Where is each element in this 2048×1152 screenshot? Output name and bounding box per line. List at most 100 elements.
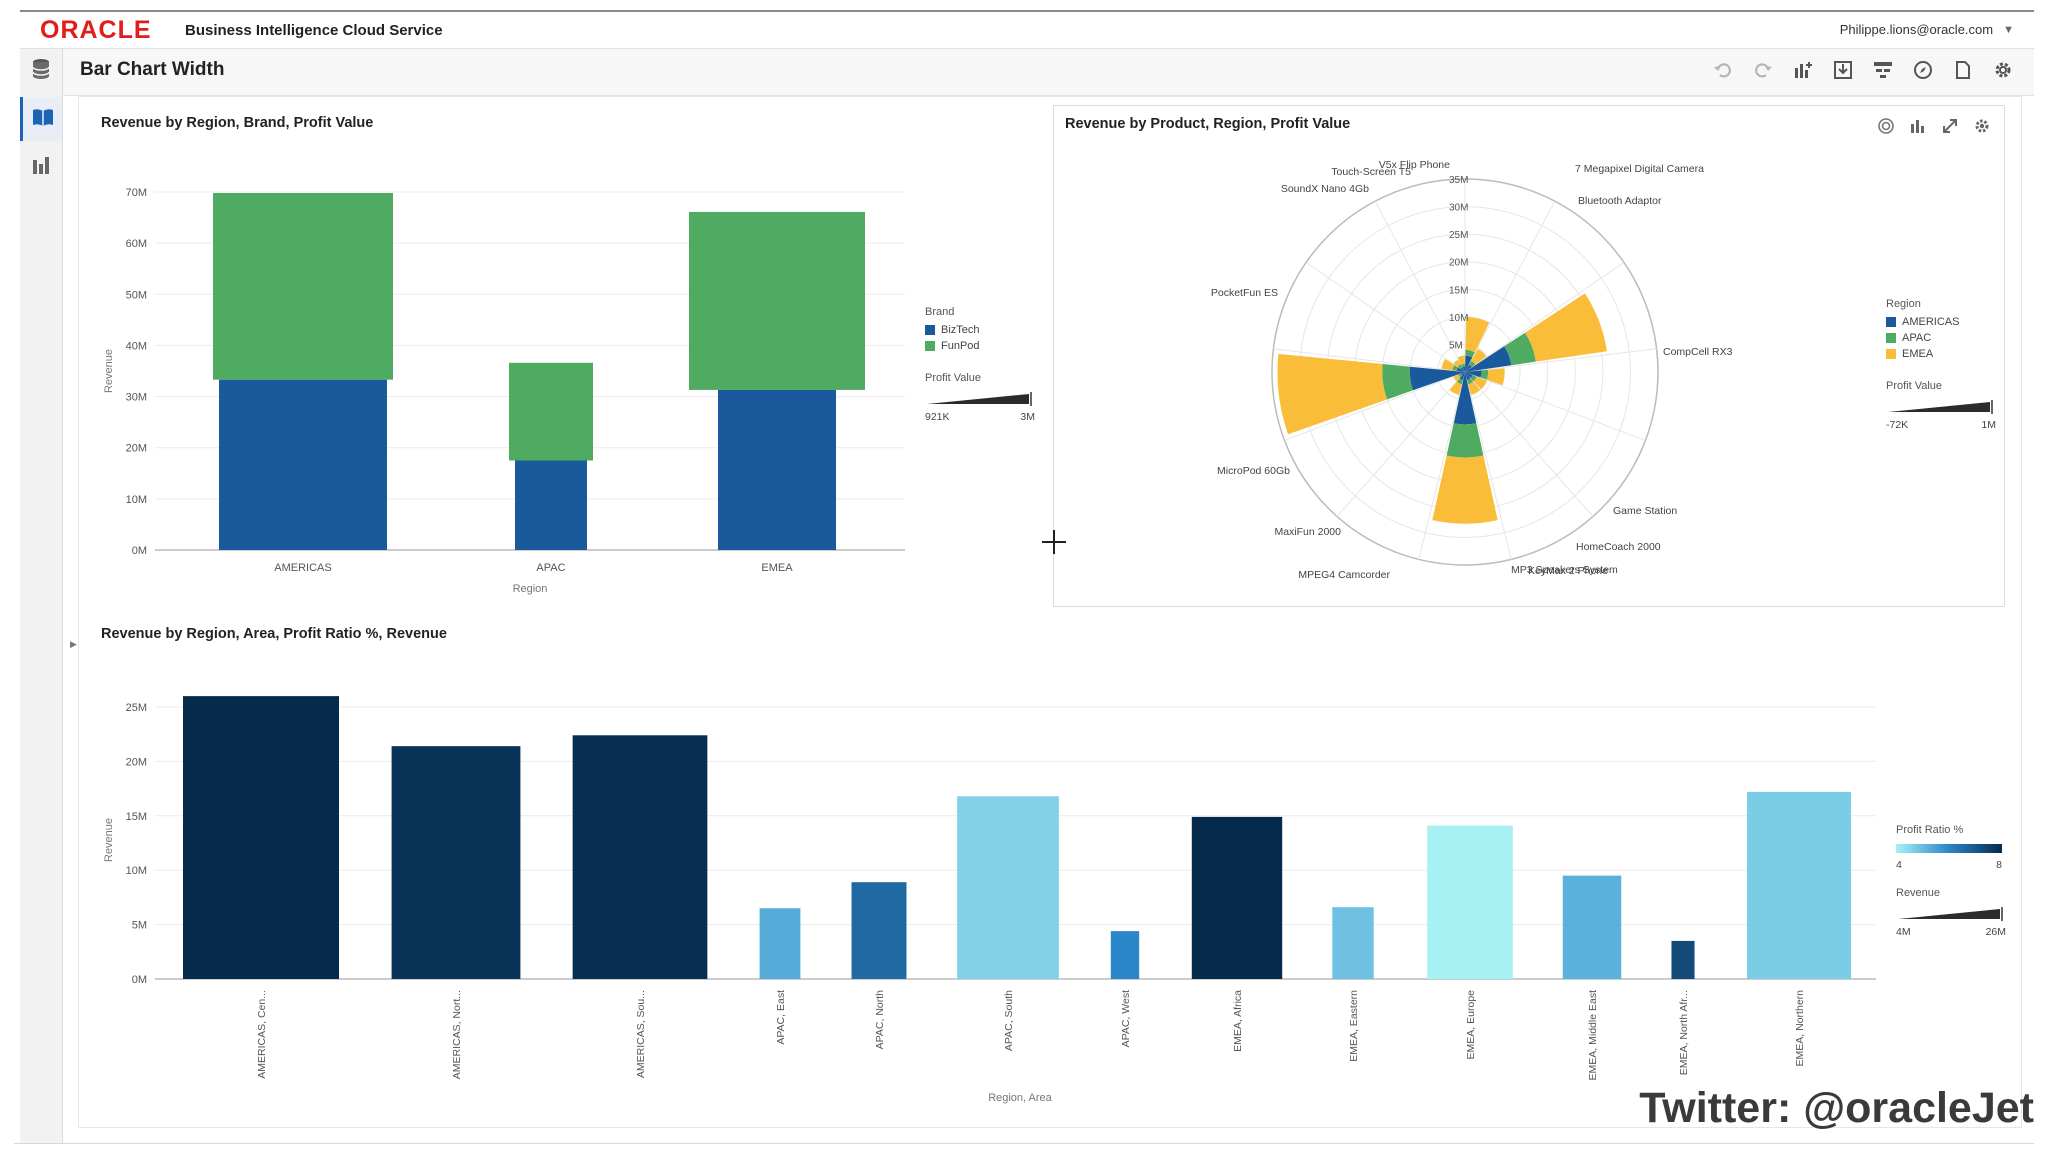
category-label: Game Station <box>1613 505 1677 517</box>
y-tick-label: 25M <box>126 702 147 714</box>
bar-region-area <box>183 696 339 979</box>
save-icon[interactable] <box>1830 57 1856 83</box>
x-tick-label: APAC, East <box>775 990 787 1045</box>
oracle-logo: ORACLE <box>40 16 152 44</box>
x-tick-label: EMEA <box>761 562 793 574</box>
narrate-button[interactable] <box>20 145 62 189</box>
watermark-text: Twitter: @oracleJet <box>1639 1084 2034 1132</box>
crosshair-cursor-icon <box>1042 530 1066 554</box>
legend-label: AMERICAS <box>1902 316 1960 328</box>
legend-item-apac[interactable]: APAC <box>1886 332 1996 344</box>
x-tick-label: EMEA, North Afr... <box>1678 990 1690 1075</box>
bar-region-area <box>1562 875 1622 979</box>
size-max: 26M <box>1985 926 2006 938</box>
bar-region-area <box>1747 791 1851 979</box>
legend-item-funpod[interactable]: FunPod <box>925 340 1035 352</box>
x-tick-label: APAC, North <box>874 990 886 1049</box>
data-sources-button[interactable] <box>20 49 62 93</box>
size-ramp <box>1898 907 2003 921</box>
polar-bar-emea <box>1465 316 1490 353</box>
polar-bar-emea <box>1277 353 1387 435</box>
category-label: MaxiFun 2000 <box>1274 526 1341 538</box>
expand-panel-icon[interactable]: ▶ <box>70 639 77 649</box>
bar-region-area <box>1671 940 1695 979</box>
x-axis-title: Region <box>513 583 548 595</box>
bar-region-area <box>391 746 521 979</box>
category-label: Bluetooth Adaptor <box>1578 195 1662 207</box>
expand-icon[interactable] <box>1940 116 1960 136</box>
polar-bar-apac <box>1456 378 1463 385</box>
app-header: ORACLE Business Intelligence Cloud Servi… <box>20 12 2034 49</box>
polar-spoke <box>1464 348 1657 373</box>
y-tick-label: 20M <box>126 756 147 768</box>
category-label: MicroPod 60Gb <box>1217 465 1290 477</box>
gear-icon[interactable] <box>1990 57 2016 83</box>
polar-bar-americas <box>1453 372 1477 425</box>
chart1-title: Revenue by Region, Brand, Profit Value <box>101 115 374 131</box>
polar-bar-americas <box>1456 367 1465 372</box>
hierarchy-icon[interactable] <box>1870 57 1896 83</box>
polar-spoke <box>1305 261 1466 373</box>
polar-spoke <box>1374 200 1466 373</box>
polar-bar-apac <box>1465 349 1475 358</box>
page-title: Bar Chart Width <box>80 59 225 80</box>
legend-label: BizTech <box>941 324 980 336</box>
chart2-tools <box>1876 116 1992 136</box>
polar-bar-americas <box>1465 372 1473 379</box>
category-label: MP3 Speakers System <box>1511 564 1618 576</box>
category-label: 7 Megapixel Digital Camera <box>1575 163 1704 175</box>
gear-icon[interactable] <box>1972 116 1992 136</box>
chart-add-icon[interactable] <box>1790 57 1816 83</box>
product-name: Business Intelligence Cloud Service <box>185 22 443 39</box>
polar-bar-apac <box>1457 364 1463 369</box>
polar-bar-americas <box>1409 366 1465 391</box>
x-tick-label: EMEA, Middle East <box>1587 990 1599 1081</box>
bar-biztech-emea <box>718 389 836 550</box>
legend-item-biztech[interactable]: BizTech <box>925 324 1035 336</box>
polar-bar-apac <box>1467 378 1474 385</box>
y-tick-label: 30M <box>126 392 147 404</box>
y-tick-label: 10M <box>126 865 147 877</box>
category-label: Touch-Screen T5 <box>1331 166 1411 178</box>
polar-bar-americas <box>1465 355 1473 372</box>
legend-item-americas[interactable]: AMERICAS <box>1886 316 1996 328</box>
polar-spoke <box>1464 200 1556 373</box>
bar-region-area <box>851 882 907 979</box>
compass-icon[interactable] <box>1910 57 1936 83</box>
polar-bar-apac <box>1446 423 1484 458</box>
legend-item-emea[interactable]: EMEA <box>1886 348 1996 360</box>
polar-spoke <box>1464 371 1512 560</box>
chart3-title: Revenue by Region, Area, Profit Ratio %,… <box>101 626 447 642</box>
polar-bar-apac <box>1504 332 1536 366</box>
chart1-size-title: Profit Value <box>925 372 982 384</box>
x-tick-label: EMEA, Europe <box>1465 990 1477 1060</box>
target-icon[interactable] <box>1876 116 1896 136</box>
x-tick-label: AMERICAS, Nort... <box>451 990 463 1079</box>
database-icon <box>30 57 52 86</box>
size-max: 3M <box>1020 411 1035 423</box>
y-tick-label: 60M <box>126 238 147 250</box>
polar-spoke <box>1284 371 1466 441</box>
visualize-button[interactable] <box>20 97 62 141</box>
chart1-legend-title: Brand <box>925 306 955 318</box>
category-label: SoundX Nano 4Gb <box>1281 183 1369 195</box>
legend-label: APAC <box>1902 332 1932 344</box>
size-ramp <box>927 392 1032 406</box>
y-tick-label: 70M <box>126 187 147 199</box>
chart1-legend: Brand BizTech FunPod Profit Value 921K 3M <box>925 306 1035 423</box>
user-menu[interactable]: Philippe.lions@oracle.com ▼ <box>1840 22 2014 37</box>
x-tick-label: EMEA, Northern <box>1794 990 1806 1067</box>
y-tick-label: 0M <box>132 974 147 986</box>
x-tick-label: APAC, West <box>1120 990 1132 1047</box>
size-ramp <box>1888 400 1993 414</box>
polar-bar-americas <box>1460 367 1465 372</box>
redo-icon[interactable] <box>1750 57 1776 83</box>
polar-bar-emea <box>1441 359 1455 371</box>
bar-chart-icon[interactable] <box>1908 116 1928 136</box>
document-icon[interactable] <box>1950 57 1976 83</box>
polar-spoke <box>1464 371 1646 441</box>
y-tick-label: 20M <box>126 443 147 455</box>
undo-icon[interactable] <box>1710 57 1736 83</box>
swatch <box>1886 333 1896 343</box>
